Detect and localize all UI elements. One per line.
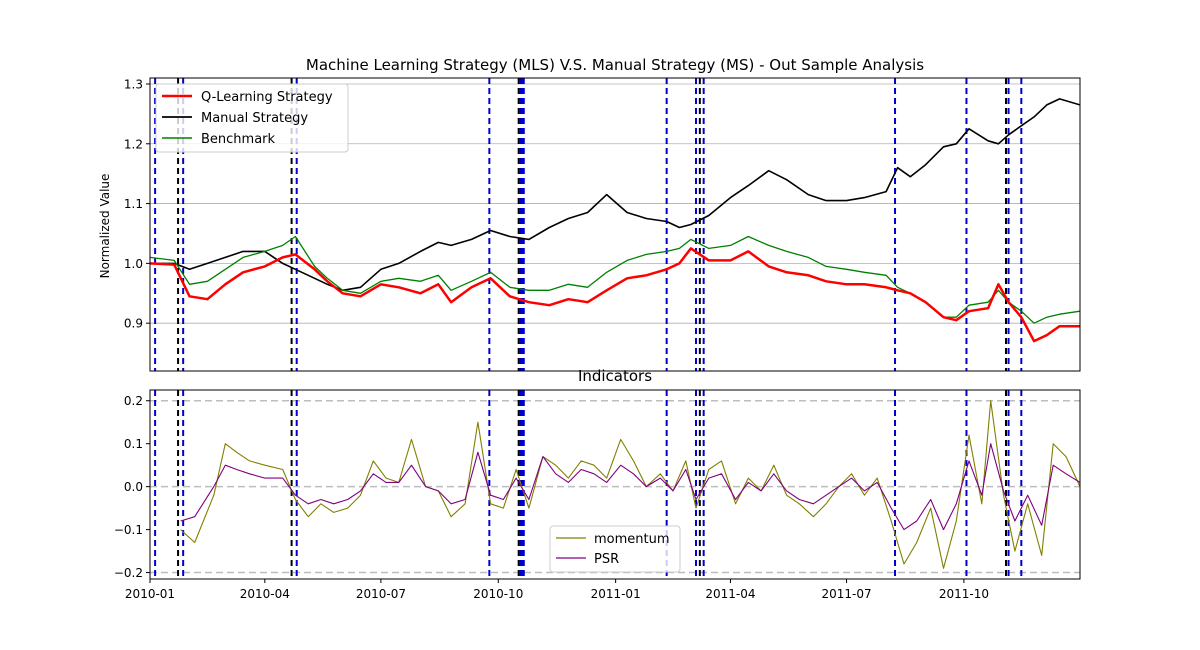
- bottom-chart-series: [180, 400, 1080, 569]
- top-y-tick-label-4: 1.3: [124, 77, 143, 91]
- bottom-x-tick-label-2: 2010-07: [356, 587, 406, 601]
- series-line-momentum: [180, 400, 1080, 569]
- top-legend-box: [155, 83, 349, 153]
- legend-label-q-learning: Q-Learning Strategy: [201, 90, 333, 105]
- bottom-chart-reference-lines: [150, 399, 1080, 574]
- top-y-tick-label-0: 0.9: [124, 317, 143, 331]
- bottom-chart-title: Indicators: [578, 367, 652, 385]
- top-chart-y-ticks: 0.9 1.0 1.1 1.2 1.3: [124, 77, 150, 331]
- bottom-x-tick-label-3: 2010-10: [473, 587, 523, 601]
- series-line-psr: [180, 443, 1080, 531]
- bottom-chart-panel: 0.20.10.0−0.1−0.2 2010-01 2010-04 2010-07 2…: [114, 389, 1081, 601]
- legend-label-momentum: momentum: [594, 532, 670, 547]
- top-chart-y-axis-label: Normalized Value: [98, 174, 112, 279]
- top-y-tick-label-1: 1.0: [124, 257, 143, 271]
- series-line-q-learning-strategy: [150, 247, 1080, 343]
- series-line-manual-strategy: [150, 98, 1080, 292]
- bottom-x-tick-label-6: 2011-07: [821, 587, 871, 601]
- bottom-x-tick-label-1: 2010-04: [240, 587, 290, 601]
- top-y-tick-label-3: 1.2: [124, 137, 143, 151]
- top-y-tick-label-2: 1.1: [124, 197, 143, 211]
- bottom-chart-y-ticks: 0.2 0.1 0.0 −0.1 −0.2: [114, 394, 150, 580]
- bottom-x-tick-label-7: 2011-10: [939, 587, 989, 601]
- bottom-chart-x-ticks: 2010-01 2010-04 2010-07 2010-10 2011-01 2011-…: [125, 579, 989, 601]
- bottom-y-tick-label-3: −0.1: [114, 523, 143, 537]
- top-chart-title: Machine Learning Strategy (MLS) V.S. Man…: [306, 56, 924, 74]
- bottom-y-tick-label-2: 0.0: [124, 480, 143, 494]
- bottom-y-tick-label-4: −0.2: [114, 566, 143, 580]
- legend-label-benchmark: Benchmark: [201, 132, 276, 147]
- top-chart-frame: [149, 77, 1081, 372]
- legend-label-manual: Manual Strategy: [201, 111, 308, 126]
- bottom-chart-legend: momentum PSR: [549, 525, 681, 573]
- bottom-chart-frame: [149, 389, 1081, 580]
- legend-label-psr: PSR: [594, 552, 619, 567]
- top-chart-trade-lines: [154, 78, 1023, 371]
- top-chart-panel: 0.9 1.0 1.1 1.2 1.3 Q-Learning Strategy Manu…: [124, 77, 1081, 372]
- bottom-x-tick-label-5: 2011-04: [705, 587, 755, 601]
- bottom-y-tick-label-0: 0.2: [124, 394, 143, 408]
- top-chart-legend: Q-Learning Strategy Manual Strategy Benc…: [155, 83, 349, 153]
- bottom-y-tick-label-1: 0.1: [124, 437, 143, 451]
- bottom-x-tick-label-4: 2011-01: [591, 587, 641, 601]
- series-line-benchmark: [150, 235, 1080, 324]
- top-chart-series: [150, 98, 1080, 343]
- bottom-x-tick-label-0: 2010-01: [125, 587, 175, 601]
